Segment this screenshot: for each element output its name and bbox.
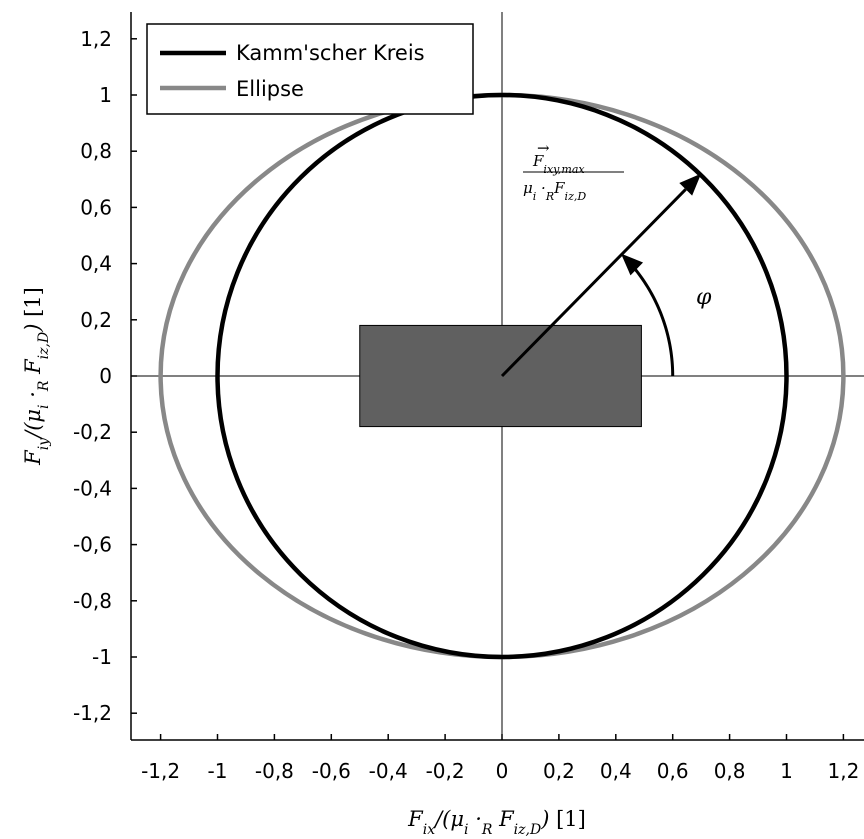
force-vector-arrowhead [679, 173, 702, 196]
y-tick-label: 0,6 [80, 195, 112, 219]
y-tick-label: 0,4 [80, 252, 112, 276]
y-tick-label: 0,2 [80, 308, 112, 332]
x-tick-label: -1,2 [141, 759, 180, 783]
y-tick-label: 0,8 [80, 139, 112, 163]
series-kamm-circle [215, 92, 789, 660]
x-tick-label: 0,8 [714, 759, 746, 783]
legend-label-kamm: Kamm'scher Kreis [236, 41, 425, 65]
legend-label-ellipse: Ellipse [236, 77, 304, 101]
y-tick-label: -1,2 [73, 701, 112, 725]
legend: Kamm'scher Kreis Ellipse [146, 23, 474, 115]
x-tick-label: -0,8 [255, 759, 294, 783]
x-tick-label: -0,4 [369, 759, 408, 783]
svg-text:→: → [537, 139, 550, 157]
y-tick-label: -0,8 [73, 589, 112, 613]
vector-label-denominator: μi ·RFiz,D [523, 179, 586, 203]
angle-arc [632, 266, 675, 377]
y-tick-label: -0,2 [73, 420, 112, 444]
y-ticks: 1,2 1 0,8 0,6 0,4 0,2 0 -0,2 -0,4 -0,6 -0,8 -1 -1,2 [73, 27, 137, 725]
x-tick-label: 0,4 [600, 759, 632, 783]
vector-label: Fixy,max → μi ·RFiz,D [523, 139, 624, 203]
x-axis-label: Fix/(μi ·R Fiz,D) [1] [407, 807, 586, 838]
x-tick-label: 1 [780, 759, 793, 783]
x-tick-label: 1,2 [827, 759, 859, 783]
x-tick-label: -1 [208, 759, 228, 783]
y-tick-label: 0 [99, 364, 112, 388]
angle-label: φ [696, 285, 712, 310]
rectangle-mark [359, 324, 642, 428]
y-tick-label: -0,6 [73, 533, 112, 557]
x-tick-label: -0,2 [426, 759, 465, 783]
x-tick-label: 0,6 [657, 759, 689, 783]
y-tick-label: 1 [99, 83, 112, 107]
y-axis-label: Fiy/(μi ·R Fiz,D) [1] [21, 287, 52, 466]
force-vector [500, 188, 687, 378]
y-tick-label: -0,4 [73, 476, 112, 500]
legend-box [146, 23, 474, 115]
x-ticks: -1,2 -1 -0,8 -0,6 -0,4 -0,2 0 0,2 0,4 0,6 0,8 1 1,2 [141, 734, 859, 783]
y-tick-label: -1 [92, 645, 112, 669]
angle-arc-arrowhead [620, 253, 644, 276]
x-tick-label: -0,6 [312, 759, 351, 783]
y-tick-label: 1,2 [80, 27, 112, 51]
x-tick-label: 0 [496, 759, 509, 783]
x-tick-label: 0,2 [543, 759, 575, 783]
